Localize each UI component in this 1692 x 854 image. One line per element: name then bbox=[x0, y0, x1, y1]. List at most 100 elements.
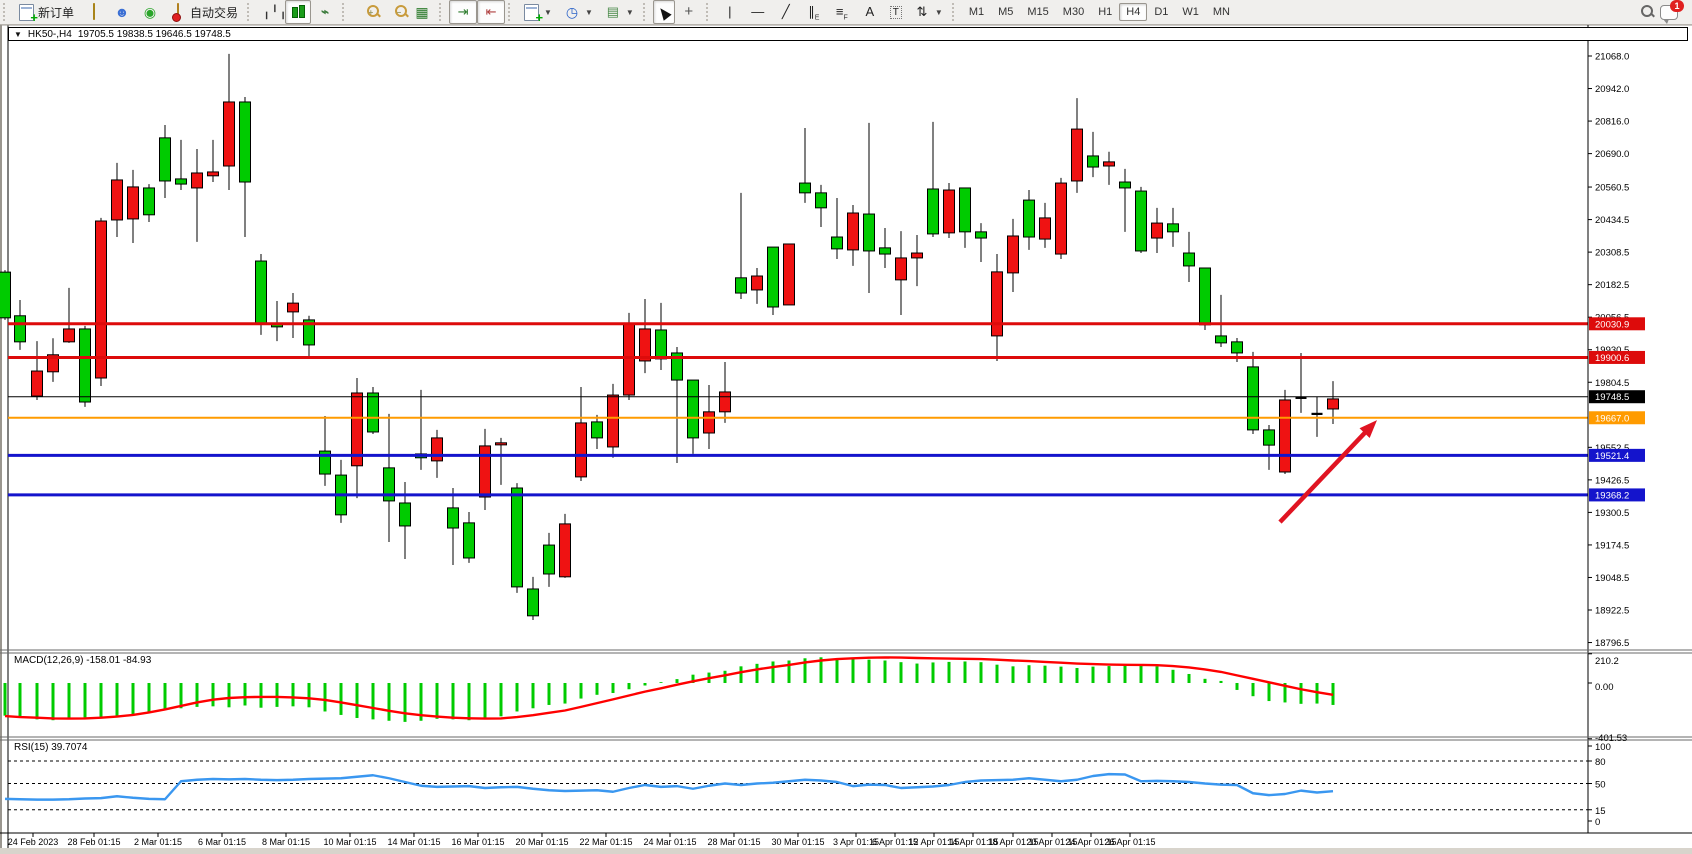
svg-text:0.00: 0.00 bbox=[1595, 682, 1614, 693]
macd-signal-line bbox=[4, 656, 1334, 720]
person-icon: ☻ bbox=[114, 4, 130, 20]
auto-scroll-button[interactable]: ⇥ bbox=[449, 0, 478, 24]
horizontal-line-icon: — bbox=[751, 4, 765, 19]
price-axis: 21068.0 20942.0 20816.0 20690.0 20560.5 20434… bbox=[1587, 25, 1645, 833]
auto-trading-label: 自动交易 bbox=[190, 5, 239, 20]
line-chart-mode-button[interactable]: ⌁ bbox=[311, 0, 339, 24]
gem-icon bbox=[93, 3, 96, 20]
svg-text:50: 50 bbox=[1595, 780, 1606, 791]
svg-text:19900.6: 19900.6 bbox=[1595, 353, 1629, 364]
chart-shift-button[interactable]: ⇤ bbox=[477, 0, 506, 24]
svg-text:24 Feb 2023: 24 Feb 2023 bbox=[8, 837, 59, 847]
svg-text:20 Mar 01:15: 20 Mar 01:15 bbox=[515, 837, 568, 847]
arrows-icon: ⇅ bbox=[916, 4, 928, 19]
vertical-line-icon: | bbox=[728, 4, 732, 19]
svg-text:12 Apr 01:15: 12 Apr 01:15 bbox=[908, 837, 959, 847]
svg-text:14 Mar 01:15: 14 Mar 01:15 bbox=[387, 837, 440, 847]
timeframe-button-M1[interactable]: M1 bbox=[968, 6, 985, 18]
timeframe-button-D1[interactable]: D1 bbox=[1154, 6, 1169, 18]
new-order-button[interactable]: 新订单 bbox=[13, 0, 80, 26]
crosshair-icon: + bbox=[684, 3, 694, 20]
new-chart-icon bbox=[524, 3, 543, 26]
notification-badge: 1 bbox=[1670, 0, 1684, 12]
date-axis: 24 Feb 2023 28 Feb 01:15 2 Mar 01:15 6 Mar … bbox=[0, 832, 1692, 847]
timeframe-button-M15[interactable]: M15 bbox=[1027, 6, 1049, 18]
svg-text:6 Mar 01:15: 6 Mar 01:15 bbox=[198, 837, 246, 847]
hline-tool-button[interactable]: — bbox=[744, 0, 772, 24]
period-menu-button[interactable]: ◷ ▼ bbox=[565, 4, 593, 20]
new-order-icon bbox=[19, 3, 38, 26]
chart-symbol-period: HK50-,H4 bbox=[27, 28, 72, 40]
clock-icon: ◷ bbox=[565, 4, 579, 20]
channel-tool-button[interactable]: ∥E bbox=[800, 0, 828, 24]
svg-text:19300.5: 19300.5 bbox=[1595, 508, 1629, 519]
svg-text:19368.2: 19368.2 bbox=[1595, 490, 1629, 501]
svg-text:19048.5: 19048.5 bbox=[1595, 573, 1629, 584]
toolbar-separator bbox=[508, 3, 515, 21]
cursor-icon bbox=[656, 5, 672, 21]
auto-trading-button[interactable]: 自动交易 bbox=[164, 0, 244, 24]
news-button[interactable]: ◉ bbox=[136, 0, 164, 24]
trendline-tool-button[interactable]: ╱ bbox=[772, 0, 800, 24]
svg-text:20182.5: 20182.5 bbox=[1595, 280, 1629, 291]
svg-text:24 Mar 01:15: 24 Mar 01:15 bbox=[643, 837, 696, 847]
chart-template-icon: ▤ bbox=[606, 4, 620, 19]
signals-button[interactable]: ☻ bbox=[108, 0, 136, 24]
chat-icon: 1 bbox=[1660, 0, 1684, 24]
cursor-tool-button[interactable] bbox=[652, 0, 675, 24]
toolbar-separator bbox=[705, 3, 713, 21]
vline-tool-button[interactable]: | bbox=[716, 0, 744, 24]
timeframe-button-H1[interactable]: H1 bbox=[1098, 6, 1113, 18]
timeframe-button-M5[interactable]: M5 bbox=[998, 6, 1014, 18]
crosshair-tool-button[interactable]: + bbox=[675, 0, 703, 24]
timeframe-button-M30[interactable]: M30 bbox=[1062, 6, 1085, 18]
timeframe-group: M1 M5 M15 M30 H1 H4 D1 W1 MN bbox=[962, 3, 1237, 21]
svg-text:2 Mar 01:15: 2 Mar 01:15 bbox=[134, 837, 182, 847]
svg-text:80: 80 bbox=[1595, 757, 1606, 768]
svg-text:8 Mar 01:15: 8 Mar 01:15 bbox=[262, 837, 310, 847]
timeframe-button-W1[interactable]: W1 bbox=[1182, 6, 1199, 18]
fibonacci-tool-button[interactable]: ≡F bbox=[828, 0, 856, 24]
new-chart-button[interactable]: ▼ bbox=[518, 0, 558, 26]
chart-shift-icon: ⇤ bbox=[485, 4, 497, 19]
main-price-pane bbox=[0, 53, 1588, 620]
svg-text:100: 100 bbox=[1595, 742, 1611, 753]
bar-chart-mode-button[interactable]: ╷╵╷ bbox=[257, 0, 287, 24]
arrows-tool-button[interactable]: ⇅ ▼ bbox=[908, 0, 949, 24]
svg-text:20560.5: 20560.5 bbox=[1595, 183, 1629, 194]
toolbar-separator bbox=[439, 3, 446, 21]
tile-windows-button[interactable]: ▦ bbox=[408, 0, 436, 24]
text-tool-button[interactable]: A bbox=[856, 0, 884, 24]
label-tool-button[interactable]: T bbox=[884, 0, 908, 24]
svg-text:22 Mar 01:15: 22 Mar 01:15 bbox=[579, 837, 632, 847]
main-toolbar: 新订单 ☻ ◉ 自动交易 ╷╵╷ ⌁ + − ▦ ⇥ ⇤ ▼ ◷▼ ▤▼ + | bbox=[0, 0, 1692, 26]
template-menu-button[interactable]: ▤ ▼ bbox=[606, 4, 634, 19]
radio-signal-icon: ◉ bbox=[143, 4, 157, 20]
toolbar-separator bbox=[342, 3, 349, 21]
market-watch-button[interactable] bbox=[80, 0, 108, 24]
chart-title-bar[interactable]: ▼ HK50-,H4 19705.5 19838.5 19646.5 19748… bbox=[8, 27, 1688, 41]
collapse-triangle-icon[interactable]: ▼ bbox=[14, 29, 22, 39]
candles-layer bbox=[0, 53, 1339, 620]
svg-text:20942.0: 20942.0 bbox=[1595, 84, 1629, 95]
rsi-label: RSI(15) 39.7074 bbox=[14, 742, 88, 753]
chat-button[interactable]: 1 bbox=[1654, 0, 1684, 24]
zoom-out-button[interactable]: − bbox=[396, 8, 402, 17]
svg-text:10 Mar 01:15: 10 Mar 01:15 bbox=[323, 837, 376, 847]
svg-text:20 Apr 01:15: 20 Apr 01:15 bbox=[1026, 837, 1077, 847]
svg-text:20434.5: 20434.5 bbox=[1595, 215, 1629, 226]
search-button[interactable] bbox=[1626, 0, 1654, 24]
zoom-in-button[interactable]: + bbox=[368, 8, 374, 17]
candle-chart-mode-button[interactable] bbox=[285, 0, 312, 24]
chart-ohlc-values: 19705.5 19838.5 19646.5 19748.5 bbox=[77, 28, 231, 40]
timeframe-button-MN[interactable]: MN bbox=[1212, 6, 1230, 18]
svg-text:20030.9: 20030.9 bbox=[1595, 319, 1629, 330]
svg-text:28 Feb 01:15: 28 Feb 01:15 bbox=[67, 837, 120, 847]
timeframe-button-H4[interactable]: H4 bbox=[1119, 3, 1148, 21]
svg-text:19552.5: 19552.5 bbox=[1595, 443, 1629, 454]
toolbar-separator bbox=[247, 3, 254, 21]
new-order-label: 新订单 bbox=[38, 5, 75, 20]
svg-text:19426.5: 19426.5 bbox=[1595, 475, 1629, 486]
text-tool-icon: A bbox=[865, 4, 875, 19]
